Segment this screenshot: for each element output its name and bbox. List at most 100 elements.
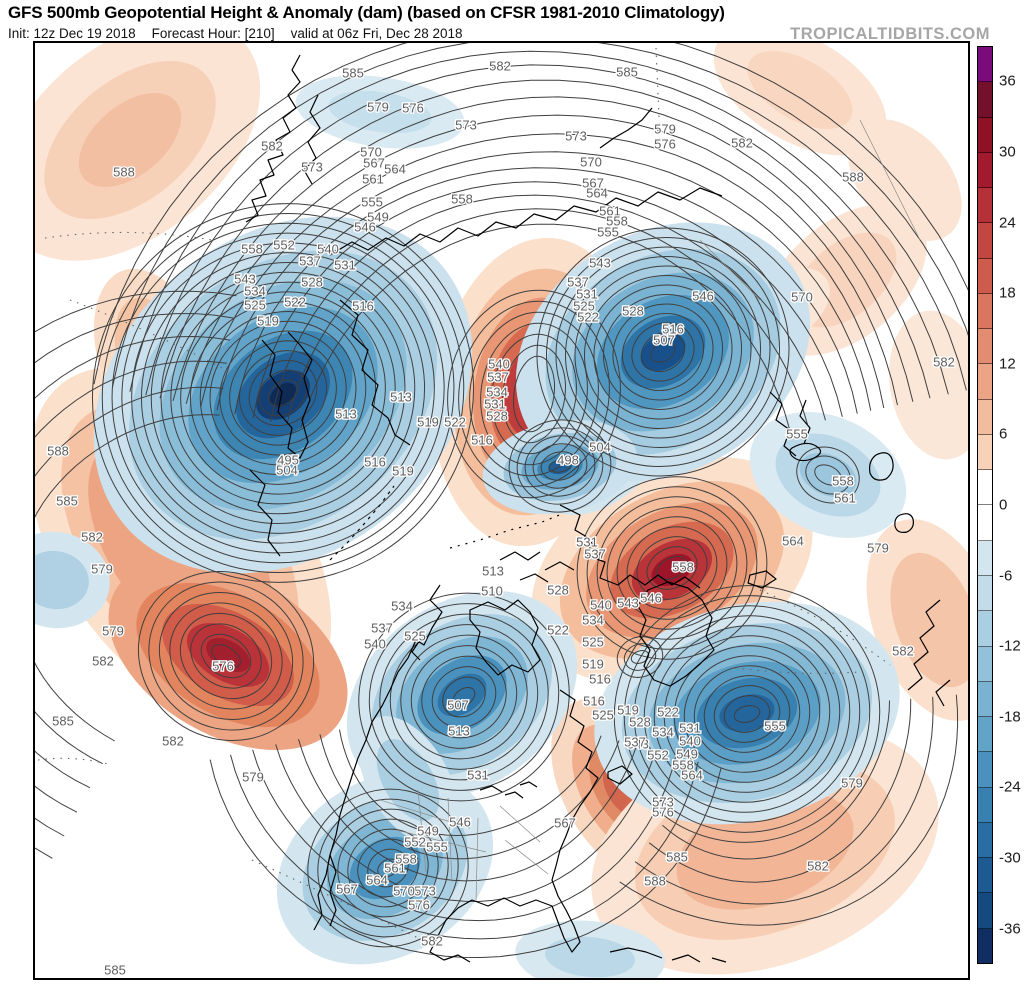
height-contour: [158, 591, 294, 721]
contour-label: 528: [486, 408, 508, 423]
height-contour: [555, 246, 771, 458]
colorbar-segment: [978, 364, 992, 400]
height-contour: [621, 312, 705, 392]
height-contour: [190, 623, 262, 689]
contour-label: 576: [408, 897, 430, 912]
contour-label: 525: [244, 297, 266, 312]
contour-label: 522: [547, 622, 569, 637]
contour-label: 537: [487, 369, 509, 384]
colorbar-segment: [978, 258, 992, 294]
contour-label: 528: [547, 582, 569, 597]
height-contour: [502, 344, 566, 444]
contour-label: 519: [257, 313, 279, 328]
height-contour: [172, 96, 914, 402]
height-contour: [199, 310, 367, 476]
contour-label: 537: [567, 274, 589, 289]
map-frame: 588 588 588 588 585 585 585 585 585 585 582 582 582 5…: [33, 41, 970, 980]
height-contour: [548, 459, 572, 473]
contour-label: 531: [334, 257, 356, 272]
contour-label: 555: [786, 426, 808, 441]
anomaly-blob-layer: [206, 637, 250, 673]
contour-label: 564: [384, 161, 406, 176]
colorbar-segment: [978, 858, 992, 894]
contour-label: 558: [395, 851, 417, 866]
height-contour: [219, 330, 347, 456]
height-contour: [270, 194, 826, 422]
colorbar-tick-label: 30: [999, 143, 1016, 161]
height-contour: [410, 645, 518, 749]
contour-label: 495: [277, 452, 299, 467]
height-contour: [170, 281, 396, 505]
contour-label: 567: [582, 175, 604, 190]
height-contour: [230, 754, 699, 940]
contour-label: 549: [367, 209, 389, 224]
anomaly-blob-layer: [35, 550, 89, 610]
colorbar-segment: [978, 822, 992, 859]
contour-label: 570: [791, 289, 813, 304]
contour-label: 546: [354, 219, 376, 234]
height-contour: [612, 303, 714, 401]
height-contour: [796, 446, 860, 504]
contour-label: 525: [573, 298, 595, 313]
contour-label: 549: [417, 823, 439, 838]
height-contour: [357, 838, 419, 898]
height-contour: [179, 612, 273, 700]
height-contour: [524, 435, 596, 497]
contour-label: 516: [364, 454, 386, 469]
contour-label: 546: [640, 590, 662, 605]
height-contour: [683, 655, 811, 773]
height-contour: [169, 602, 283, 710]
contour-label: 519: [417, 414, 439, 429]
height-contour: [633, 605, 861, 823]
contour-label: 522: [577, 309, 599, 324]
contour-label: 537: [584, 546, 606, 561]
contour-label: 513: [448, 723, 470, 738]
contour-label: 585: [52, 713, 74, 728]
height-contour: [159, 79, 931, 399]
anomaly-blob-layer: [747, 51, 853, 129]
height-contour: [583, 274, 743, 430]
height-contour: [93, 43, 968, 385]
anomaly-colorbar: 36 30 24 18 12 6 0 -6 -12 -18 -24 -30 -36: [977, 46, 1023, 964]
height-contour: [111, 222, 455, 564]
contour-label: 510: [481, 583, 503, 598]
anomaly-blob-layer: [78, 93, 182, 187]
colorbar-segment: [978, 646, 992, 682]
height-contour: [337, 818, 439, 918]
height-contour: [35, 290, 237, 859]
contour-label: 549: [676, 746, 698, 761]
contour-label: 588: [842, 169, 864, 184]
colorbar-tick-label: -36: [999, 920, 1021, 938]
height-contour: [209, 320, 357, 466]
contour-label: 519: [617, 702, 639, 717]
height-contour: [814, 464, 842, 486]
height-contour: [623, 643, 657, 671]
colorbar-tick-label: 18: [999, 284, 1016, 302]
contour-label: 540: [364, 636, 386, 651]
contour-label: 519: [582, 656, 604, 671]
contour-label: 579: [242, 769, 264, 784]
site-watermark: TROPICALTIDBITS.COM: [790, 25, 990, 43]
height-contour: [111, 43, 968, 389]
contour-label: 528: [301, 274, 323, 289]
contour-label: 582: [421, 933, 443, 948]
contour-label: 519: [392, 463, 414, 478]
colorbar-segment: [978, 540, 992, 576]
contour-label: 531: [484, 396, 506, 411]
contour-label: 525: [592, 707, 614, 722]
height-contour: [200, 133, 885, 409]
contour-label: 558: [672, 559, 694, 574]
colorbar-tick-label: 0: [999, 496, 1008, 514]
height-contour: [150, 261, 416, 525]
contour-label: 516: [589, 671, 611, 686]
height-contour: [469, 311, 599, 477]
contour-label: 567: [554, 815, 576, 830]
height-contour: [545, 236, 781, 468]
height-contour: [593, 284, 733, 420]
contour-label: 567: [363, 155, 385, 170]
height-contour: [574, 265, 752, 439]
height-contour: [216, 151, 872, 411]
contour-label: 576: [654, 136, 676, 151]
height-contour: [238, 350, 328, 436]
